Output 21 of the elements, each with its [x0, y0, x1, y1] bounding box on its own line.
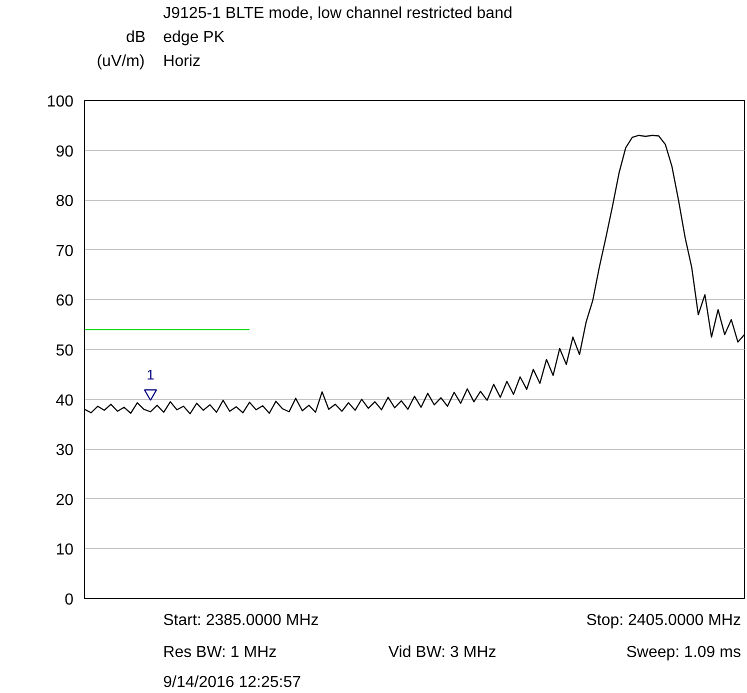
- y-tick-label: 70: [56, 242, 74, 260]
- y-tick-label: 100: [46, 94, 74, 110]
- chart-title: J9125-1 BLTE mode, low channel restricted band edge PK: [163, 5, 512, 46]
- y-tick-label: 30: [56, 442, 74, 460]
- y-tick-label: 60: [56, 292, 74, 310]
- y-axis-title: dB (uV/m): [96, 29, 146, 70]
- y-tick-label: 90: [56, 143, 74, 160]
- chart-subtitle: Horiz: [163, 53, 200, 70]
- y-tick-label: 50: [56, 342, 74, 360]
- y-tick-label: 20: [56, 492, 74, 509]
- y-tick-label: 80: [56, 193, 74, 210]
- text: 9/14/2016 12:25:57: [163, 674, 302, 691]
- y-tick-label: 40: [56, 392, 74, 410]
- text: Stop: 2405.0000 MHz: [586, 612, 741, 629]
- text: Vid BW: 3 MHz: [388, 644, 496, 661]
- series-label: 1: [146, 366, 155, 382]
- y-tick-label: 10: [56, 542, 74, 559]
- text: Start: 2385.0000 MHz: [163, 612, 319, 629]
- text: Res BW: 1 MHz: [163, 644, 277, 661]
- text: Sweep: 1.09 ms: [626, 644, 741, 661]
- y-tick-label: 0: [64, 592, 74, 608]
